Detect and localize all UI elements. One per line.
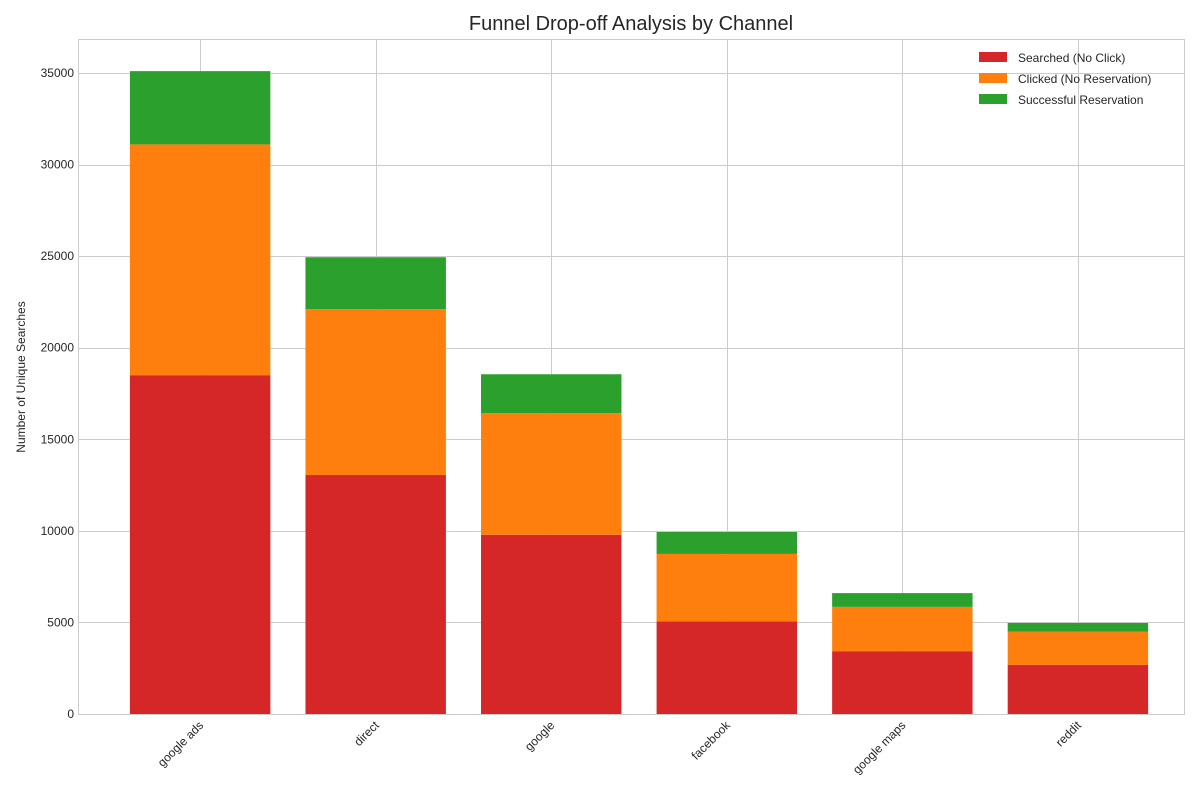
x-tick-label: facebook: [689, 718, 734, 763]
bar-segment: [1007, 622, 1149, 632]
bar-segment: [305, 257, 446, 310]
bar-segment: [832, 606, 973, 652]
bar-segment: [481, 534, 622, 714]
bar-segment: [832, 651, 973, 714]
legend-label: Clicked (No Reservation): [1018, 72, 1151, 86]
y-tick-label: 20000: [41, 341, 75, 355]
y-tick-labels: 0 5000 10000 15000 20000 25000 30000 35000: [41, 66, 75, 721]
x-tick-label: google: [522, 718, 558, 754]
bar-segment: [129, 375, 271, 714]
y-tick-label: 5000: [47, 615, 74, 629]
bar-segment: [656, 553, 798, 622]
bar-segment: [1007, 631, 1149, 665]
legend-swatch: [979, 94, 1007, 104]
x-tick-labels: google ads direct google facebook google map…: [155, 718, 1085, 777]
x-tick-label: direct: [351, 718, 382, 749]
x-tick-label: reddit: [1053, 718, 1085, 750]
bar-segment: [832, 593, 973, 607]
bar-segment: [305, 309, 446, 475]
bar-segment: [129, 144, 271, 376]
chart-title: Funnel Drop-off Analysis by Channel: [469, 13, 793, 35]
legend-swatch: [979, 52, 1007, 62]
bar-segment: [656, 531, 798, 554]
bar-segment: [1007, 664, 1149, 714]
bar-segment: [481, 374, 622, 414]
bar-segment: [481, 413, 622, 535]
plot-frame: [78, 39, 1185, 715]
bar-segment: [129, 71, 271, 145]
y-tick-label: 30000: [41, 158, 75, 172]
y-tick-label: 0: [67, 707, 74, 721]
bar-segment: [305, 474, 446, 714]
y-axis-label: Number of Unique Searches: [14, 301, 28, 452]
y-tick-label: 10000: [41, 524, 75, 538]
x-tick-label: google maps: [850, 718, 908, 776]
y-tick-label: 15000: [41, 432, 75, 446]
bars-layer: [129, 71, 1149, 714]
x-tick-label: google ads: [155, 718, 206, 769]
legend-swatch: [979, 73, 1007, 83]
legend: Searched (No Click) Clicked (No Reservati…: [979, 51, 1151, 107]
legend-label: Successful Reservation: [1018, 93, 1143, 107]
y-tick-label: 25000: [41, 249, 75, 263]
bar-segment: [656, 621, 798, 714]
y-tick-label: 35000: [41, 66, 75, 80]
legend-label: Searched (No Click): [1018, 51, 1125, 65]
